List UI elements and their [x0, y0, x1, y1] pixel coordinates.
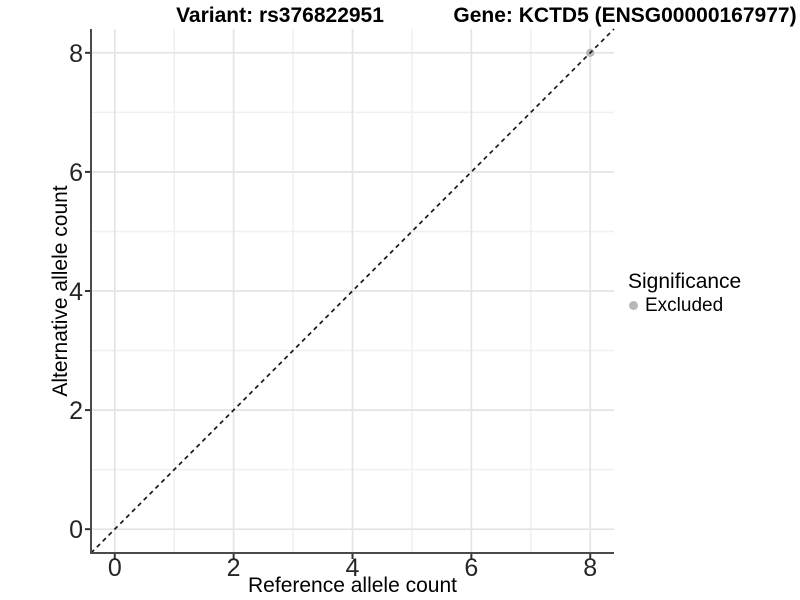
x-tick-label: 2 [227, 554, 241, 582]
variant-title: Variant: rs376822951 [176, 4, 384, 27]
legend-item-label: Excluded [645, 295, 724, 316]
identity-line [90, 28, 615, 554]
y-axis-title: Alternative allele count [49, 185, 72, 397]
x-tick-label: 8 [583, 554, 597, 582]
legend-item-excluded: Excluded [629, 295, 741, 316]
excluded-marker-icon [629, 301, 638, 310]
y-tick-label: 0 [69, 516, 83, 544]
x-axis-title: Reference allele count [248, 574, 457, 597]
x-tick-label: 4 [346, 554, 360, 582]
legend-title: Significance [628, 270, 742, 293]
y-tick-label: 4 [69, 278, 83, 306]
y-tick-label: 8 [69, 40, 83, 68]
legend: Significance Excluded [628, 270, 741, 316]
y-tick-label: 6 [69, 159, 83, 187]
y-tick-label: 2 [69, 397, 83, 425]
x-tick-label: 0 [108, 554, 122, 582]
gene-title: Gene: KCTD5 (ENSG00000167977) [453, 4, 797, 27]
x-tick-label: 6 [464, 554, 478, 582]
